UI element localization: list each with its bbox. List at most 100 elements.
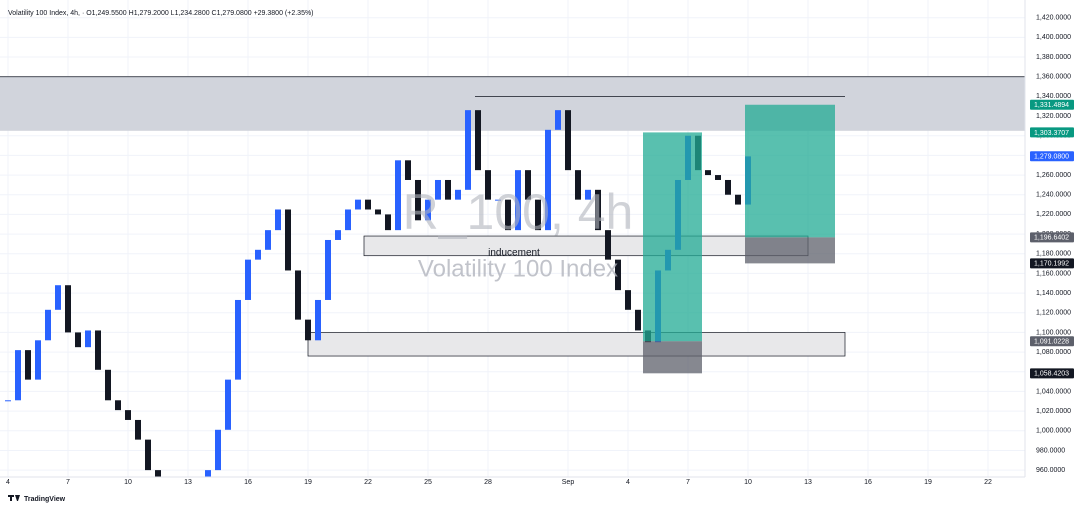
x-tick-label: 13 (184, 479, 192, 486)
x-tick-label: 10 (744, 479, 752, 486)
y-tick-label: 1,160.0000 (1036, 270, 1071, 277)
x-tick-label: 13 (804, 479, 812, 486)
candle (155, 470, 161, 477)
candle (445, 179, 451, 200)
candle (575, 170, 581, 200)
candle (435, 179, 441, 200)
x-tick-label: 28 (484, 479, 492, 486)
y-tick-label: 1,260.0000 (1036, 172, 1071, 179)
x-tick-label: Sep (562, 479, 575, 486)
candle (405, 160, 411, 180)
candle (715, 175, 721, 180)
candle (185, 500, 191, 505)
y-tick-label: 1,120.0000 (1036, 310, 1071, 317)
candle (315, 299, 321, 341)
y-tick-label: 1,080.0000 (1036, 349, 1071, 356)
price-tag-label: 1,196.6402 (1034, 235, 1069, 242)
candle (165, 490, 171, 500)
candle (75, 332, 81, 348)
price-tag-label: 1,091.0228 (1034, 339, 1069, 346)
y-tick-label: 1,320.0000 (1036, 113, 1071, 120)
x-tick-label: 4 (6, 479, 10, 486)
candle (625, 290, 631, 310)
y-tick-label: 980.0000 (1036, 447, 1065, 454)
profit-zone (745, 104, 835, 238)
watermark: R_100, 4h (403, 184, 634, 240)
candle (395, 160, 401, 231)
candle (105, 369, 111, 401)
x-tick-label: 7 (66, 479, 70, 486)
candle (585, 189, 591, 200)
candle (635, 309, 641, 331)
candle (495, 199, 501, 201)
candle (385, 214, 391, 231)
x-tick-label: 10 (124, 479, 132, 486)
candle (515, 170, 521, 231)
candle (35, 340, 41, 380)
x-tick-label: 7 (686, 479, 690, 486)
candle (215, 429, 221, 471)
candle (285, 209, 291, 271)
candle (85, 330, 91, 348)
candle (135, 419, 141, 440)
candle (275, 209, 281, 231)
candle (465, 110, 471, 190)
candle (305, 319, 311, 341)
x-tick-label: 22 (364, 479, 372, 486)
header: Volatility 100 Index, 4h, · O1,249.5500 … (8, 10, 314, 17)
candle (545, 129, 551, 231)
candle (535, 199, 541, 231)
candle (255, 249, 261, 260)
x-tick-label: 19 (924, 479, 932, 486)
y-tick-label: 1,000.0000 (1036, 428, 1071, 435)
candle (265, 230, 271, 250)
price-tag (1030, 368, 1074, 379)
brand: TradingView (24, 496, 66, 503)
candle (725, 179, 731, 195)
y-tick-label: 1,340.0000 (1036, 93, 1071, 100)
stop-zone (745, 237, 835, 264)
price-tag (1030, 99, 1074, 110)
candle (125, 410, 131, 420)
y-tick-label: 1,020.0000 (1036, 408, 1071, 415)
candle (195, 485, 201, 500)
candle (225, 379, 231, 430)
candle (15, 350, 21, 401)
x-tick-label: 16 (864, 479, 872, 486)
candle (485, 170, 491, 200)
zone (307, 332, 846, 357)
annotation: inducement (488, 248, 540, 259)
candle (55, 285, 61, 310)
y-tick-label: 1,420.0000 (1036, 15, 1071, 22)
candle (525, 170, 531, 200)
y-tick-label: 1,180.0000 (1036, 251, 1071, 258)
candle (555, 110, 561, 130)
candle (245, 259, 251, 300)
candle (345, 209, 351, 231)
candle (425, 199, 431, 221)
candle (205, 470, 211, 477)
price-tag-label: 1,279.0800 (1034, 154, 1069, 161)
candle (95, 330, 101, 370)
candle (5, 400, 11, 402)
price-tag-label: 1,058.4203 (1034, 371, 1069, 378)
x-tick-label: 19 (304, 479, 312, 486)
x-tick-label: 22 (984, 479, 992, 486)
candle (735, 194, 741, 205)
y-tick-label: 1,400.0000 (1036, 34, 1071, 41)
y-tick-label: 1,140.0000 (1036, 290, 1071, 297)
candle (25, 350, 31, 380)
price-tag (1030, 127, 1074, 138)
candle (375, 209, 381, 215)
candle (415, 179, 421, 221)
candle (295, 270, 301, 320)
candle (595, 189, 601, 231)
x-tick-label: 16 (244, 479, 252, 486)
stop-zone (643, 341, 702, 374)
price-tag (1030, 258, 1074, 269)
candle (505, 199, 511, 231)
candle (355, 199, 361, 210)
profit-zone (643, 132, 702, 342)
y-tick-label: 1,100.0000 (1036, 329, 1071, 336)
x-tick-label: 25 (424, 479, 432, 486)
